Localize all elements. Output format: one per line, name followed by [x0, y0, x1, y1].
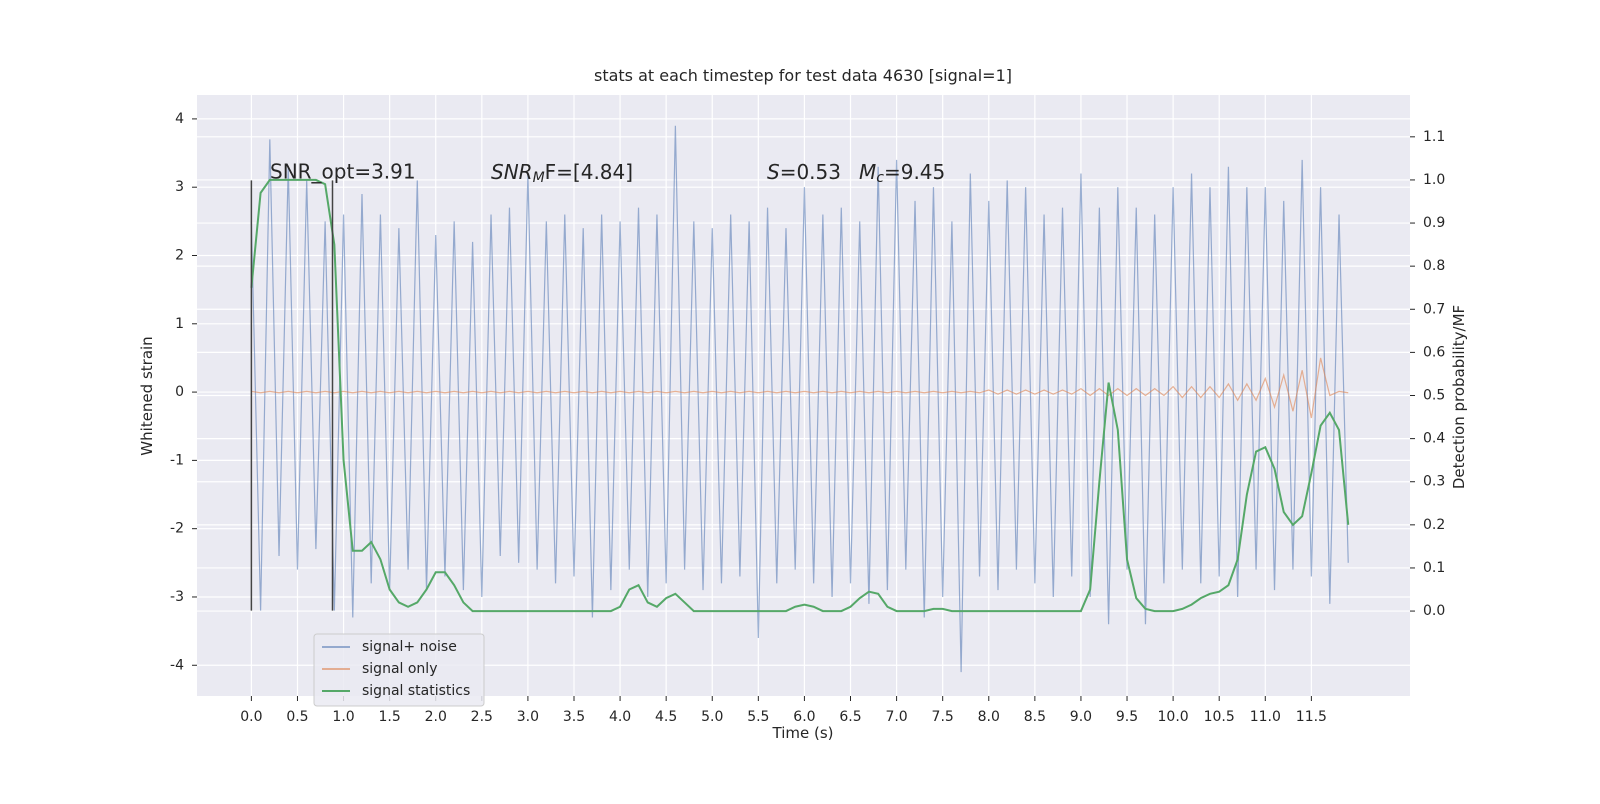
- y-tick-label: 0: [175, 384, 184, 400]
- x-tick-label: 2.0: [425, 709, 447, 725]
- annotation-part: M: [533, 170, 545, 186]
- chart-title: stats at each timestep for test data 463…: [594, 66, 1012, 85]
- y-tick-label: -3: [170, 589, 184, 605]
- x-tick-label: 6.0: [793, 709, 815, 725]
- annotation-part: =9.45: [884, 160, 945, 184]
- annotation-part: c: [876, 170, 884, 186]
- annotation: Mc=9.45: [859, 160, 945, 187]
- legend-label: signal statistics: [362, 683, 470, 699]
- x-tick-label: 5.5: [747, 709, 769, 725]
- x-tick-label: 4.0: [609, 709, 631, 725]
- y2-tick-label: 0.6: [1423, 344, 1445, 360]
- x-tick-label: 10.0: [1158, 709, 1189, 725]
- x-tick-label: 9.5: [1116, 709, 1138, 725]
- y2-tick-label: 0.2: [1423, 517, 1445, 533]
- y2-tick-label: 0.1: [1423, 560, 1445, 576]
- y2-tick-label: 0.9: [1423, 215, 1445, 231]
- y2-tick-label: 0.5: [1423, 388, 1445, 404]
- x-tick-label: 7.0: [885, 709, 907, 725]
- series-line: [250, 178, 1350, 613]
- annotation: S=0.53: [767, 160, 841, 184]
- y2-tick-label: 1.0: [1423, 172, 1445, 188]
- x-tick-label: 0.0: [240, 709, 262, 725]
- y2-tick-label: 0.4: [1423, 431, 1445, 447]
- y2-tick-label: 0.0: [1423, 603, 1445, 619]
- x-tick-label: 2.5: [471, 709, 493, 725]
- annotation-part: S: [767, 160, 780, 184]
- x-tick-label: 5.0: [701, 709, 723, 725]
- annotation-part: F=[4.84]: [545, 160, 633, 184]
- series-line: [251, 357, 1349, 419]
- y2-tick-label: 0.7: [1423, 301, 1445, 317]
- x-tick-label: 10.5: [1204, 709, 1235, 725]
- x-tick-label: 4.5: [655, 709, 677, 725]
- x-tick-label: 9.0: [1070, 709, 1092, 725]
- legend-label: signal+ noise: [362, 639, 457, 655]
- y-tick-label: 4: [175, 111, 184, 127]
- x-tick-label: 3.5: [563, 709, 585, 725]
- x-tick-label: 8.5: [1024, 709, 1046, 725]
- x-tick-label: 11.0: [1250, 709, 1281, 725]
- x-tick-label: 11.5: [1296, 709, 1327, 725]
- x-tick-label: 7.5: [932, 709, 954, 725]
- y2-axis-label: Detection probability/MF: [1450, 305, 1468, 489]
- annotation-part: =0.53: [780, 160, 841, 184]
- series-line: [250, 125, 1349, 673]
- x-tick-label: 1.0: [332, 709, 354, 725]
- legend-box: [313, 633, 485, 707]
- x-tick-label: 0.5: [286, 709, 308, 725]
- y-tick-label: 2: [175, 247, 184, 263]
- y2-tick-label: 0.3: [1423, 474, 1445, 490]
- x-tick-label: 1.5: [379, 709, 401, 725]
- x-tick-label: 8.0: [978, 709, 1000, 725]
- x-axis-label: Time (s): [772, 724, 834, 742]
- y2-tick-label: 1.1: [1423, 129, 1445, 145]
- legend-label: signal only: [362, 661, 437, 677]
- y-tick-label: 1: [175, 316, 184, 332]
- y-tick-label: -4: [170, 657, 184, 673]
- y-tick-label: 3: [175, 179, 184, 195]
- x-tick-label: 6.5: [839, 709, 861, 725]
- annotation: SNRMF=[4.84]: [491, 160, 633, 187]
- annotation: SNR_opt=3.91: [270, 160, 416, 184]
- x-tick-label: 3.0: [517, 709, 539, 725]
- y-tick-label: -1: [170, 452, 184, 468]
- y-axis-label: Whitened strain: [138, 336, 156, 455]
- annotation-part: M: [859, 160, 876, 184]
- y-tick-label: -2: [170, 521, 184, 537]
- y2-tick-label: 0.8: [1423, 258, 1445, 274]
- annotation-part: SNR: [491, 160, 533, 184]
